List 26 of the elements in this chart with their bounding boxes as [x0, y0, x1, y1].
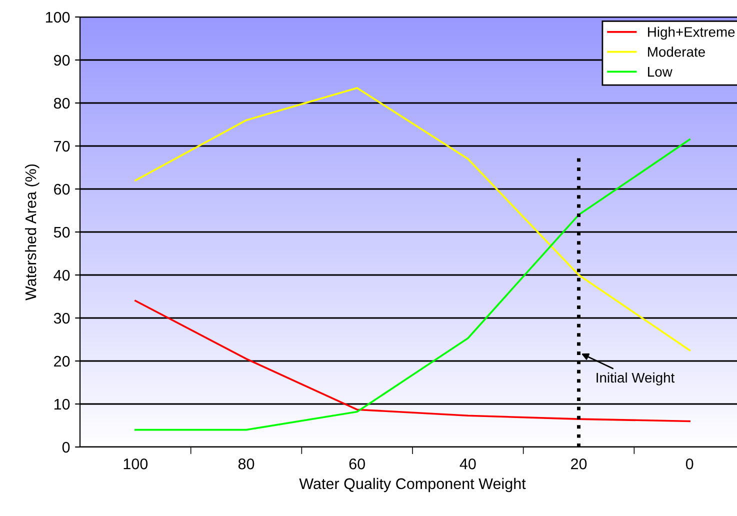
- x-tick-label: 20: [571, 458, 587, 470]
- y-tick-label: 60: [54, 184, 70, 195]
- y-tick-label: 80: [54, 98, 70, 109]
- y-tick-label: 90: [54, 54, 70, 66]
- y-tick-label: 20: [54, 356, 70, 367]
- legend-label: Moderate: [648, 46, 705, 57]
- x-axis-title: Water Quality Component Weight: [299, 478, 526, 492]
- y-tick-label: 50: [54, 226, 70, 238]
- x-tick-label: 100: [124, 458, 148, 470]
- x-tick-label: 60: [349, 458, 365, 470]
- x-tick-label: 40: [460, 458, 476, 470]
- y-tick-label: 0: [62, 442, 70, 453]
- x-tick-label: 80: [238, 458, 254, 470]
- annotation: Initial Weight: [596, 372, 675, 386]
- y-tick-label: 100: [46, 12, 70, 23]
- legend-label: Low: [648, 67, 672, 77]
- y-tick-label: 30: [54, 312, 70, 324]
- line-series: [134, 138, 690, 431]
- legend-label: High+Extreme: [648, 26, 735, 40]
- line-series: [134, 300, 690, 422]
- y-tick-label: 40: [54, 270, 70, 281]
- x-tick-label: 0: [686, 458, 694, 470]
- y-tick-label: 10: [54, 398, 70, 410]
- line-series: [134, 87, 690, 352]
- y-axis-title: Watershed Area (%): [24, 164, 40, 300]
- y-tick-label: 70: [54, 140, 70, 152]
